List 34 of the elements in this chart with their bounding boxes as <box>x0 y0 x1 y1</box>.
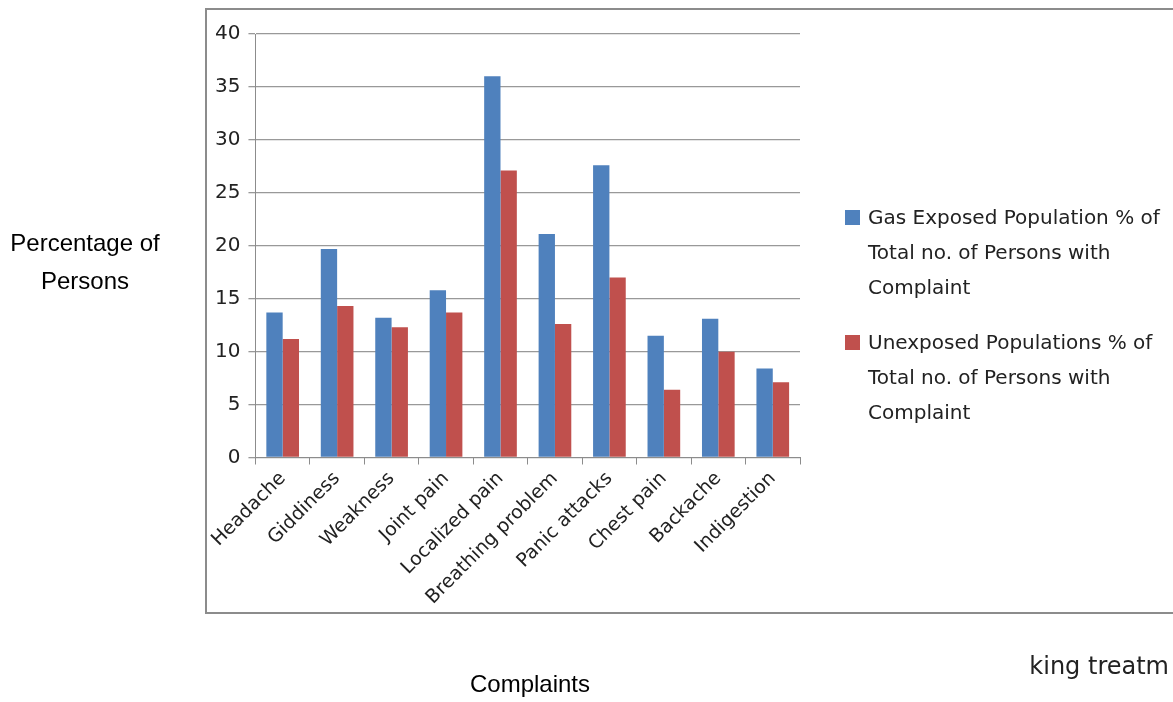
bar <box>554 324 572 457</box>
y-tick-label: 15 <box>215 284 241 309</box>
y-tick-label: 30 <box>215 126 241 151</box>
y-tick-label: 5 <box>227 390 241 415</box>
bar <box>718 351 735 457</box>
bar <box>701 318 719 457</box>
bar <box>609 277 626 457</box>
bar <box>446 312 463 457</box>
y-tick-label: 20 <box>215 231 241 256</box>
bar <box>429 290 447 457</box>
y-tick-label: 10 <box>215 337 241 362</box>
y-tick-label: 40 <box>215 20 241 45</box>
bar <box>337 306 354 457</box>
y-tick-label: 0 <box>227 443 241 468</box>
text: king treatm <box>1029 652 1169 680</box>
bar <box>772 382 790 457</box>
bar <box>375 317 392 457</box>
bar <box>282 338 300 457</box>
legend-label: Gas Exposed Population % of Total no. of Persons with Complaint <box>868 204 1162 301</box>
bar <box>500 170 517 457</box>
bar <box>538 234 555 457</box>
bar <box>484 76 501 457</box>
bar <box>266 312 283 457</box>
bar <box>756 368 773 457</box>
y-tick-label: 35 <box>215 73 241 98</box>
y-tick-label: 25 <box>215 179 241 204</box>
bar <box>593 165 610 457</box>
bar <box>647 335 664 457</box>
y-axis-title: Percentage of Persons <box>9 228 161 296</box>
bar <box>663 389 681 457</box>
x-axis-title: Complaints <box>468 670 591 698</box>
bar <box>391 327 408 457</box>
bar <box>320 248 338 457</box>
legend-label: Unexposed Populations % of Total no. of Persons with Complaint <box>868 329 1154 426</box>
